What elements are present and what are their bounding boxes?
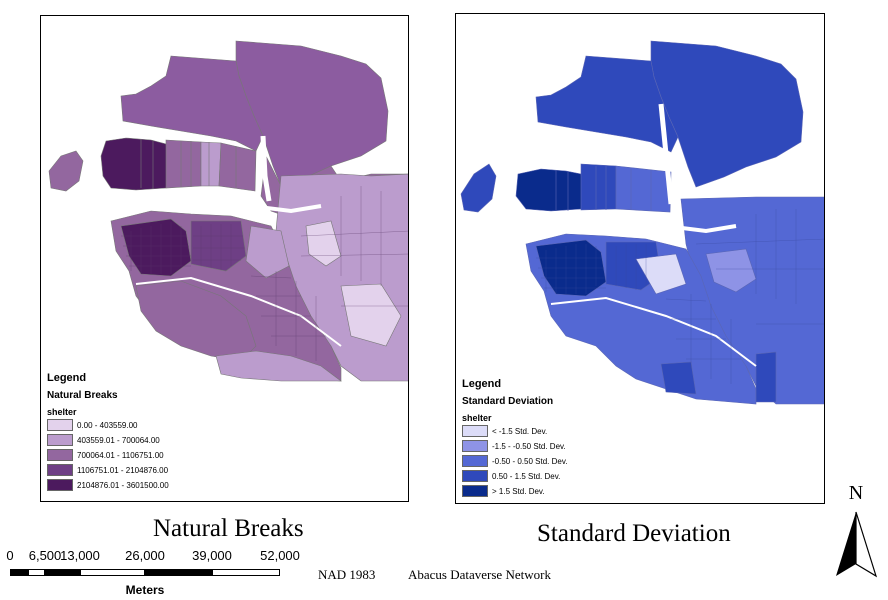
legend-class-row: 700064.01 - 1106751.00 bbox=[47, 448, 169, 462]
surrey-dark bbox=[755, 351, 777, 403]
parcel-grid bbox=[121, 186, 408, 361]
bowen-island bbox=[460, 163, 497, 213]
west-vancouver-region bbox=[515, 168, 585, 212]
burrard-inlet bbox=[517, 218, 737, 234]
legend-class-label: -0.50 - 0.50 Std. Dev. bbox=[492, 456, 568, 466]
north-arrow: N bbox=[830, 482, 882, 580]
east-van-mid bbox=[190, 220, 247, 272]
legend-class-label: 2104876.01 - 3601500.00 bbox=[77, 480, 169, 490]
north-letter: N bbox=[848, 482, 864, 504]
legend-swatch bbox=[47, 419, 73, 431]
natural-breaks-title: Natural Breaks bbox=[153, 515, 304, 542]
legend-class-label: -1.5 - -0.50 Std. Dev. bbox=[492, 441, 566, 451]
standard-deviation-legend: Legend Standard Deviation shelter < -1.5… bbox=[462, 378, 567, 498]
datum-label: NAD 1983 bbox=[318, 567, 376, 582]
north-van-east bbox=[218, 142, 257, 192]
legend-class-row: > 1.5 Std. Dev. bbox=[462, 484, 567, 498]
fraser-river bbox=[550, 296, 757, 367]
north-van-east bbox=[615, 165, 672, 213]
burnaby-lightest bbox=[305, 220, 342, 267]
fraser-river bbox=[135, 276, 342, 347]
legend-class-label: 0.00 - 403559.00 bbox=[77, 420, 138, 430]
scale-bar: 0 6,500 13,000 26,000 39,000 52,000 Mete… bbox=[0, 548, 310, 598]
north-van-divisions bbox=[555, 166, 652, 211]
legend-swatch bbox=[47, 434, 73, 446]
legend-class-row: -1.5 - -0.50 Std. Dev. bbox=[462, 439, 567, 453]
scale-segment bbox=[28, 569, 45, 576]
delta-dark bbox=[660, 361, 697, 395]
burrard-inlet bbox=[105, 198, 322, 214]
scale-unit-label: Meters bbox=[125, 583, 165, 597]
legend-class-row: 0.50 - 1.5 Std. Dev. bbox=[462, 469, 567, 483]
north-van-strip bbox=[165, 139, 202, 189]
legend-class-label: 0.50 - 1.5 Std. Dev. bbox=[492, 471, 561, 481]
scale-segment bbox=[45, 569, 80, 576]
north-shore-region bbox=[650, 40, 804, 188]
legend-swatch bbox=[462, 440, 488, 452]
standard-deviation-title: Standard Deviation bbox=[537, 520, 731, 547]
legend-class-row: 0.00 - 403559.00 bbox=[47, 418, 169, 432]
indian-arm bbox=[260, 135, 272, 202]
scale-tick-label: 0 bbox=[6, 548, 14, 563]
natural-breaks-choropleth bbox=[48, 40, 408, 382]
legend-subtitle: Standard Deviation bbox=[462, 396, 554, 407]
north-van-light bbox=[200, 141, 222, 187]
scale-segment bbox=[212, 569, 280, 576]
legend-title: Legend bbox=[47, 372, 87, 384]
natural-breaks-legend: Legend Natural Breaks shelter 0.00 - 403… bbox=[47, 372, 169, 492]
parcel-grid bbox=[536, 209, 824, 384]
legend-class-row: 2104876.01 - 3601500.00 bbox=[47, 478, 169, 492]
north-arrow-icon bbox=[836, 511, 878, 578]
burnaby-lightest bbox=[635, 253, 687, 295]
legend-class-label: > 1.5 Std. Dev. bbox=[492, 486, 545, 496]
legend-class-label: 1106751.01 - 2104876.00 bbox=[77, 465, 169, 475]
legend-field: shelter bbox=[47, 407, 77, 417]
bowen-island bbox=[48, 150, 84, 192]
legend-class-label: 700064.01 - 1106751.00 bbox=[77, 450, 164, 460]
legend-swatch bbox=[47, 479, 73, 491]
legend-swatch bbox=[47, 464, 73, 476]
standard-deviation-choropleth bbox=[460, 40, 824, 405]
legend-title: Legend bbox=[462, 378, 502, 390]
legend-swatch bbox=[462, 455, 488, 467]
legend-class-row: 403559.01 - 700064.00 bbox=[47, 433, 169, 447]
west-vancouver-region bbox=[100, 137, 170, 191]
legend-class-row: -0.50 - 0.50 Std. Dev. bbox=[462, 454, 567, 468]
legend-swatch bbox=[47, 449, 73, 461]
north-van-divisions bbox=[140, 139, 237, 189]
upper-north-region bbox=[535, 55, 679, 153]
standard-deviation-map-frame: Legend Standard Deviation shelter < -1.5… bbox=[455, 13, 825, 504]
scale-segment bbox=[80, 569, 145, 576]
legend-class-label: 403559.01 - 700064.00 bbox=[77, 435, 160, 445]
legend-class-label: < -1.5 Std. Dev. bbox=[492, 426, 548, 436]
legend-rows: < -1.5 Std. Dev. -1.5 - -0.50 Std. Dev. -0… bbox=[462, 424, 567, 498]
legend-class-row: < -1.5 Std. Dev. bbox=[462, 424, 567, 438]
scale-segment bbox=[145, 569, 212, 576]
natural-breaks-map-frame: Legend Natural Breaks shelter 0.00 - 403… bbox=[40, 15, 409, 502]
legend-swatch bbox=[462, 485, 488, 497]
source-label: Abacus Dataverse Network bbox=[408, 567, 551, 582]
legend-subtitle: Natural Breaks bbox=[47, 390, 118, 401]
legend-swatch bbox=[462, 470, 488, 482]
scale-tick-label: 6,500 bbox=[28, 548, 62, 563]
north-shore-region bbox=[235, 40, 389, 187]
upper-north-region bbox=[120, 55, 264, 152]
legend-field: shelter bbox=[462, 413, 492, 423]
scale-tick-label: 26,000 bbox=[125, 548, 165, 563]
burnaby-light bbox=[705, 248, 757, 293]
scale-tick-label: 52,000 bbox=[260, 548, 300, 563]
surrey-light bbox=[340, 283, 402, 347]
indian-arm bbox=[658, 103, 674, 205]
legend-swatch bbox=[462, 425, 488, 437]
scale-tick-label: 39,000 bbox=[192, 548, 232, 563]
legend-rows: 0.00 - 403559.00 403559.01 - 700064.00 700… bbox=[47, 418, 169, 492]
legend-class-row: 1106751.01 - 2104876.00 bbox=[47, 463, 169, 477]
north-van-strip bbox=[580, 163, 617, 211]
scale-tick-label: 13,000 bbox=[60, 548, 100, 563]
delta-region bbox=[215, 350, 342, 382]
burnaby-light bbox=[245, 225, 290, 279]
scale-segment bbox=[10, 569, 28, 576]
